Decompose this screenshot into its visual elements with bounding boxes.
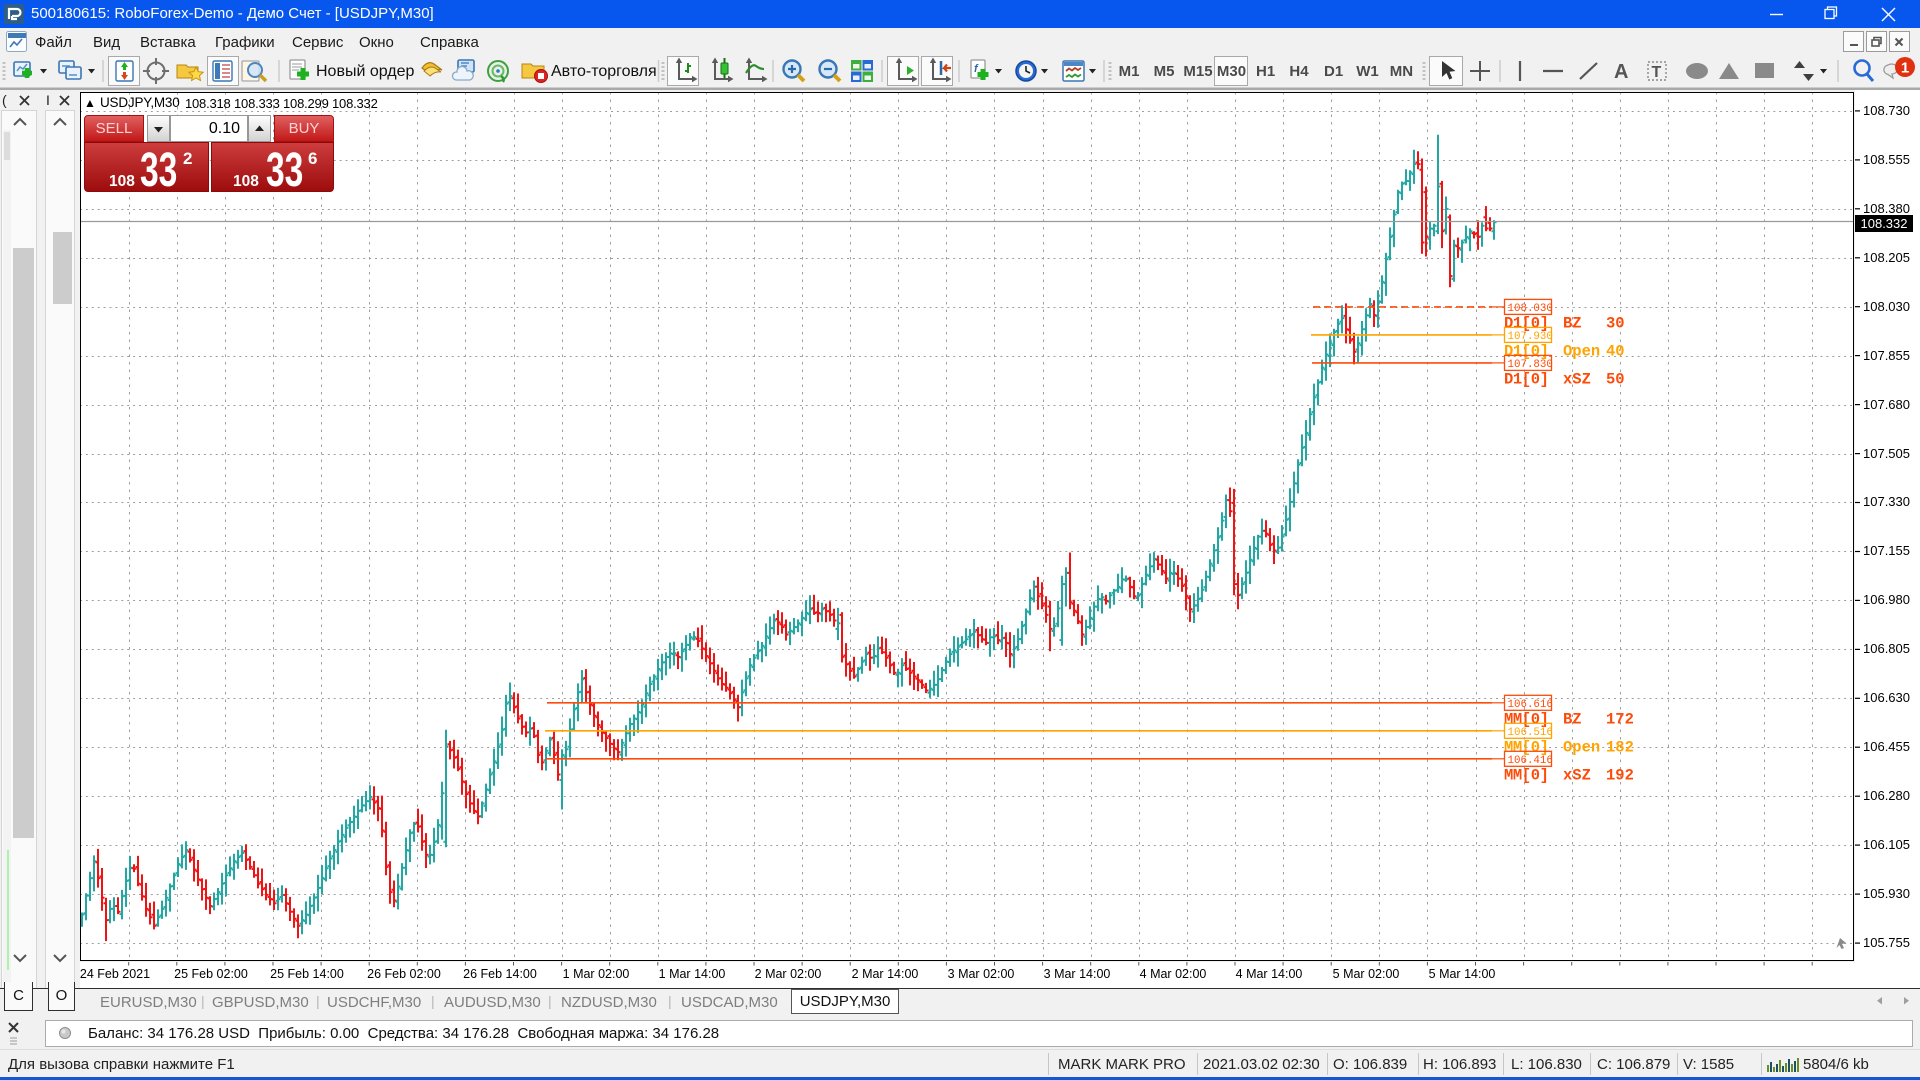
svg-text:107.930: 107.930	[1508, 331, 1553, 343]
svg-text:D1[0]: D1[0]	[1504, 342, 1549, 360]
svg-text:182: 182	[1606, 738, 1634, 756]
svg-text:Open: Open	[1563, 342, 1600, 360]
svg-text:106.616: 106.616	[1508, 699, 1553, 711]
svg-text:MM[0]: MM[0]	[1504, 738, 1549, 756]
svg-text:W1: W1	[1356, 63, 1379, 80]
svg-text:106.416: 106.416	[1508, 755, 1553, 767]
svg-text:106.516: 106.516	[1508, 727, 1553, 739]
svg-text:MN: MN	[1390, 63, 1413, 80]
svg-text:Open: Open	[1563, 738, 1600, 756]
svg-text:D1: D1	[1324, 63, 1343, 80]
svg-text:1: 1	[1901, 60, 1909, 77]
svg-text:M5: M5	[1154, 63, 1175, 80]
svg-text:M30: M30	[1217, 63, 1246, 80]
svg-text:f: f	[974, 63, 979, 75]
svg-text:M1: M1	[1119, 63, 1140, 80]
svg-text:MM[0]: MM[0]	[1504, 766, 1549, 784]
svg-text:H4: H4	[1289, 63, 1309, 80]
svg-text:172: 172	[1606, 710, 1634, 728]
svg-text:D1[0]: D1[0]	[1504, 370, 1549, 388]
svg-text:H1: H1	[1256, 63, 1275, 80]
svg-text:BZ: BZ	[1563, 710, 1582, 728]
svg-text:Новый ордер: Новый ордер	[316, 63, 415, 80]
svg-text:192: 192	[1606, 766, 1634, 784]
svg-text:M15: M15	[1183, 63, 1212, 80]
svg-text:BZ: BZ	[1563, 314, 1582, 332]
svg-text:xSZ: xSZ	[1563, 766, 1591, 784]
svg-text:107.830: 107.830	[1508, 359, 1553, 371]
svg-text:108.030: 108.030	[1508, 303, 1553, 315]
svg-text:50: 50	[1606, 370, 1625, 388]
svg-text:A: A	[1614, 61, 1628, 83]
svg-text:Авто-торговля: Авто-торговля	[551, 63, 657, 80]
svg-text:D1[0]: D1[0]	[1504, 314, 1549, 332]
svg-text:T: T	[1652, 64, 1662, 81]
svg-text:30: 30	[1606, 314, 1625, 332]
svg-text:MM[0]: MM[0]	[1504, 710, 1549, 728]
svg-text:xSZ: xSZ	[1563, 370, 1591, 388]
svg-text:40: 40	[1606, 342, 1625, 360]
